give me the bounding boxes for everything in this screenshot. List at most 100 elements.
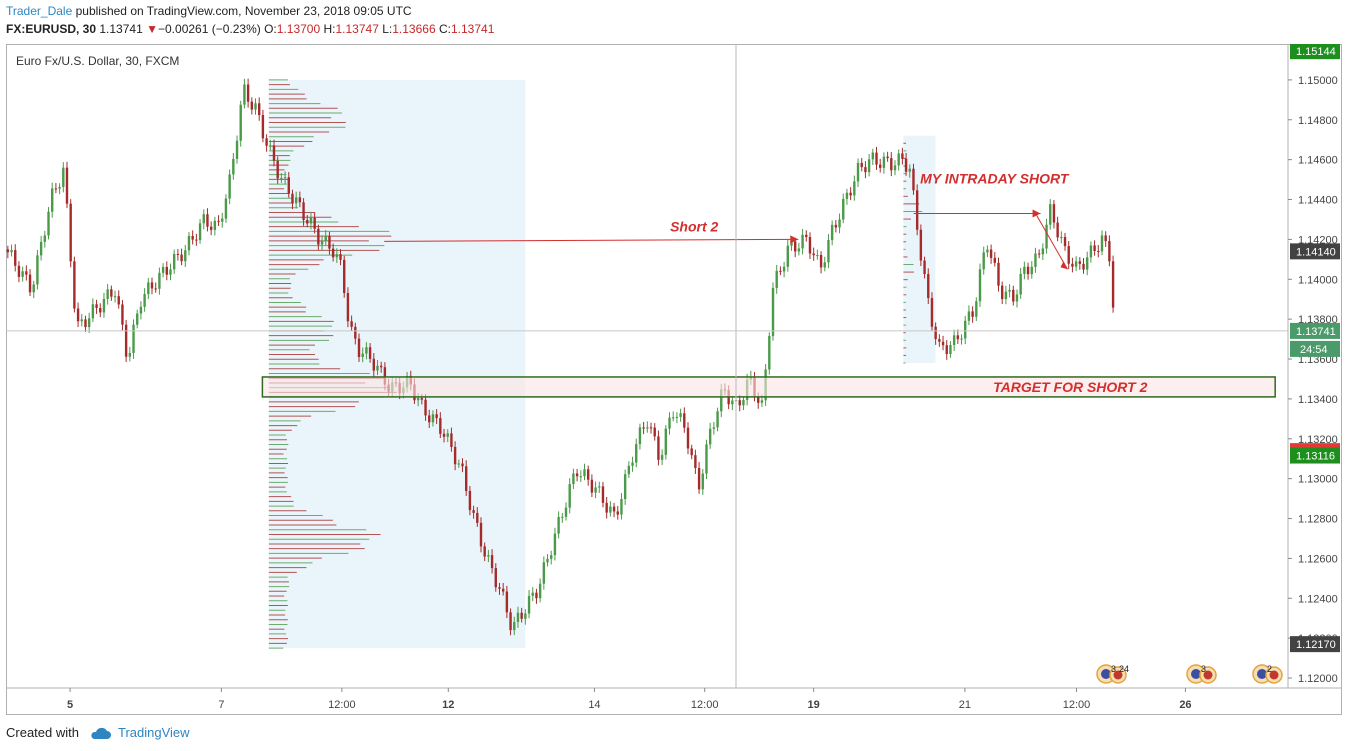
candle [298,197,302,203]
candle [516,612,520,623]
candle [812,253,815,256]
candle [808,237,812,254]
candle [287,177,290,194]
candle [546,558,549,563]
time-tick-label: 7 [218,699,224,711]
author-link[interactable]: Trader_Dale [6,4,73,18]
candle [320,241,324,245]
candle [365,347,368,354]
candle [915,190,919,230]
candle [716,411,719,428]
tradingview-link[interactable]: TradingView [118,725,190,740]
candle [487,555,490,557]
candle [708,428,712,445]
candle [180,254,183,262]
price-chart[interactable]: TARGET FOR SHORT 2 Short 2 MY INTRADAY SHO… [6,44,1342,715]
candle [339,254,342,260]
price-label-badge [1290,447,1340,464]
candle [21,271,24,277]
candle [904,158,908,172]
candle [1100,235,1104,252]
candle [1052,204,1056,223]
candle [6,249,10,253]
candle [575,473,579,477]
candle [731,400,734,405]
candle [919,229,923,261]
candle [856,162,860,182]
price-tick-label: 1.14000 [1298,274,1338,286]
candle [476,512,479,523]
candle [912,168,915,191]
last-price: 1.13741 [99,22,143,36]
candle [246,84,250,102]
candle [483,546,486,557]
price-label-text: 1.13741 [1296,326,1336,338]
time-tick-label: 12:00 [328,699,356,711]
countdown-badge [1290,340,1340,357]
time-tick-label: 5 [67,699,73,711]
candle [1108,241,1111,262]
candle [949,345,952,355]
candle [934,326,937,340]
low-value: 1.13666 [392,22,436,36]
candle [143,293,146,307]
candle [535,592,538,599]
candle [158,272,161,289]
candle [1004,291,1008,300]
price-tick-label: 1.12400 [1298,593,1338,605]
candle [501,588,505,592]
candle [579,476,582,478]
candle [509,612,512,631]
candle [616,511,619,515]
candle [679,413,682,417]
candle [461,463,464,467]
candle [324,235,327,242]
candle [1037,253,1041,255]
candle [1015,294,1019,302]
candle [853,181,856,196]
candle [956,335,960,340]
candle [306,219,309,224]
high-value: 1.13747 [335,22,379,36]
short2-label: Short 2 [670,218,718,234]
candle [28,274,32,293]
candle [172,253,176,270]
candle [1111,261,1115,308]
candle [361,353,364,358]
candle [490,555,494,569]
candle [442,433,446,437]
candle [331,248,335,258]
time-tick-label: 19 [808,699,820,711]
candle [612,506,616,512]
candle [564,507,568,517]
candle [32,284,35,293]
time-axis[interactable]: 5 7 12:00 12 14 12:00 19 21 12:00 26 [67,688,1192,711]
candle [823,262,826,268]
candle [110,289,113,297]
candle [302,202,305,220]
candle [335,254,339,258]
candle [609,506,612,513]
time-tick-label: 14 [588,699,600,711]
candle [368,347,372,359]
price-tick-label: 1.14400 [1298,195,1338,207]
time-tick-label: 21 [959,699,971,711]
candle [232,158,235,175]
candle [1074,261,1078,267]
candle [760,400,764,403]
created-with-label: Created with [6,725,79,740]
candle [280,177,283,179]
candle [498,587,501,589]
candle [80,319,83,322]
target-zone[interactable] [261,376,1276,398]
price-axis[interactable]: 1.150001.148001.146001.144001.142001.140… [1288,44,1340,685]
candle [568,484,571,508]
candle [701,473,704,490]
candle [964,320,967,339]
candle [472,510,475,513]
candle [886,156,889,159]
candle [457,463,461,465]
candle [838,219,841,228]
candle [757,397,760,403]
price-label-text: 1.14140 [1296,246,1336,258]
